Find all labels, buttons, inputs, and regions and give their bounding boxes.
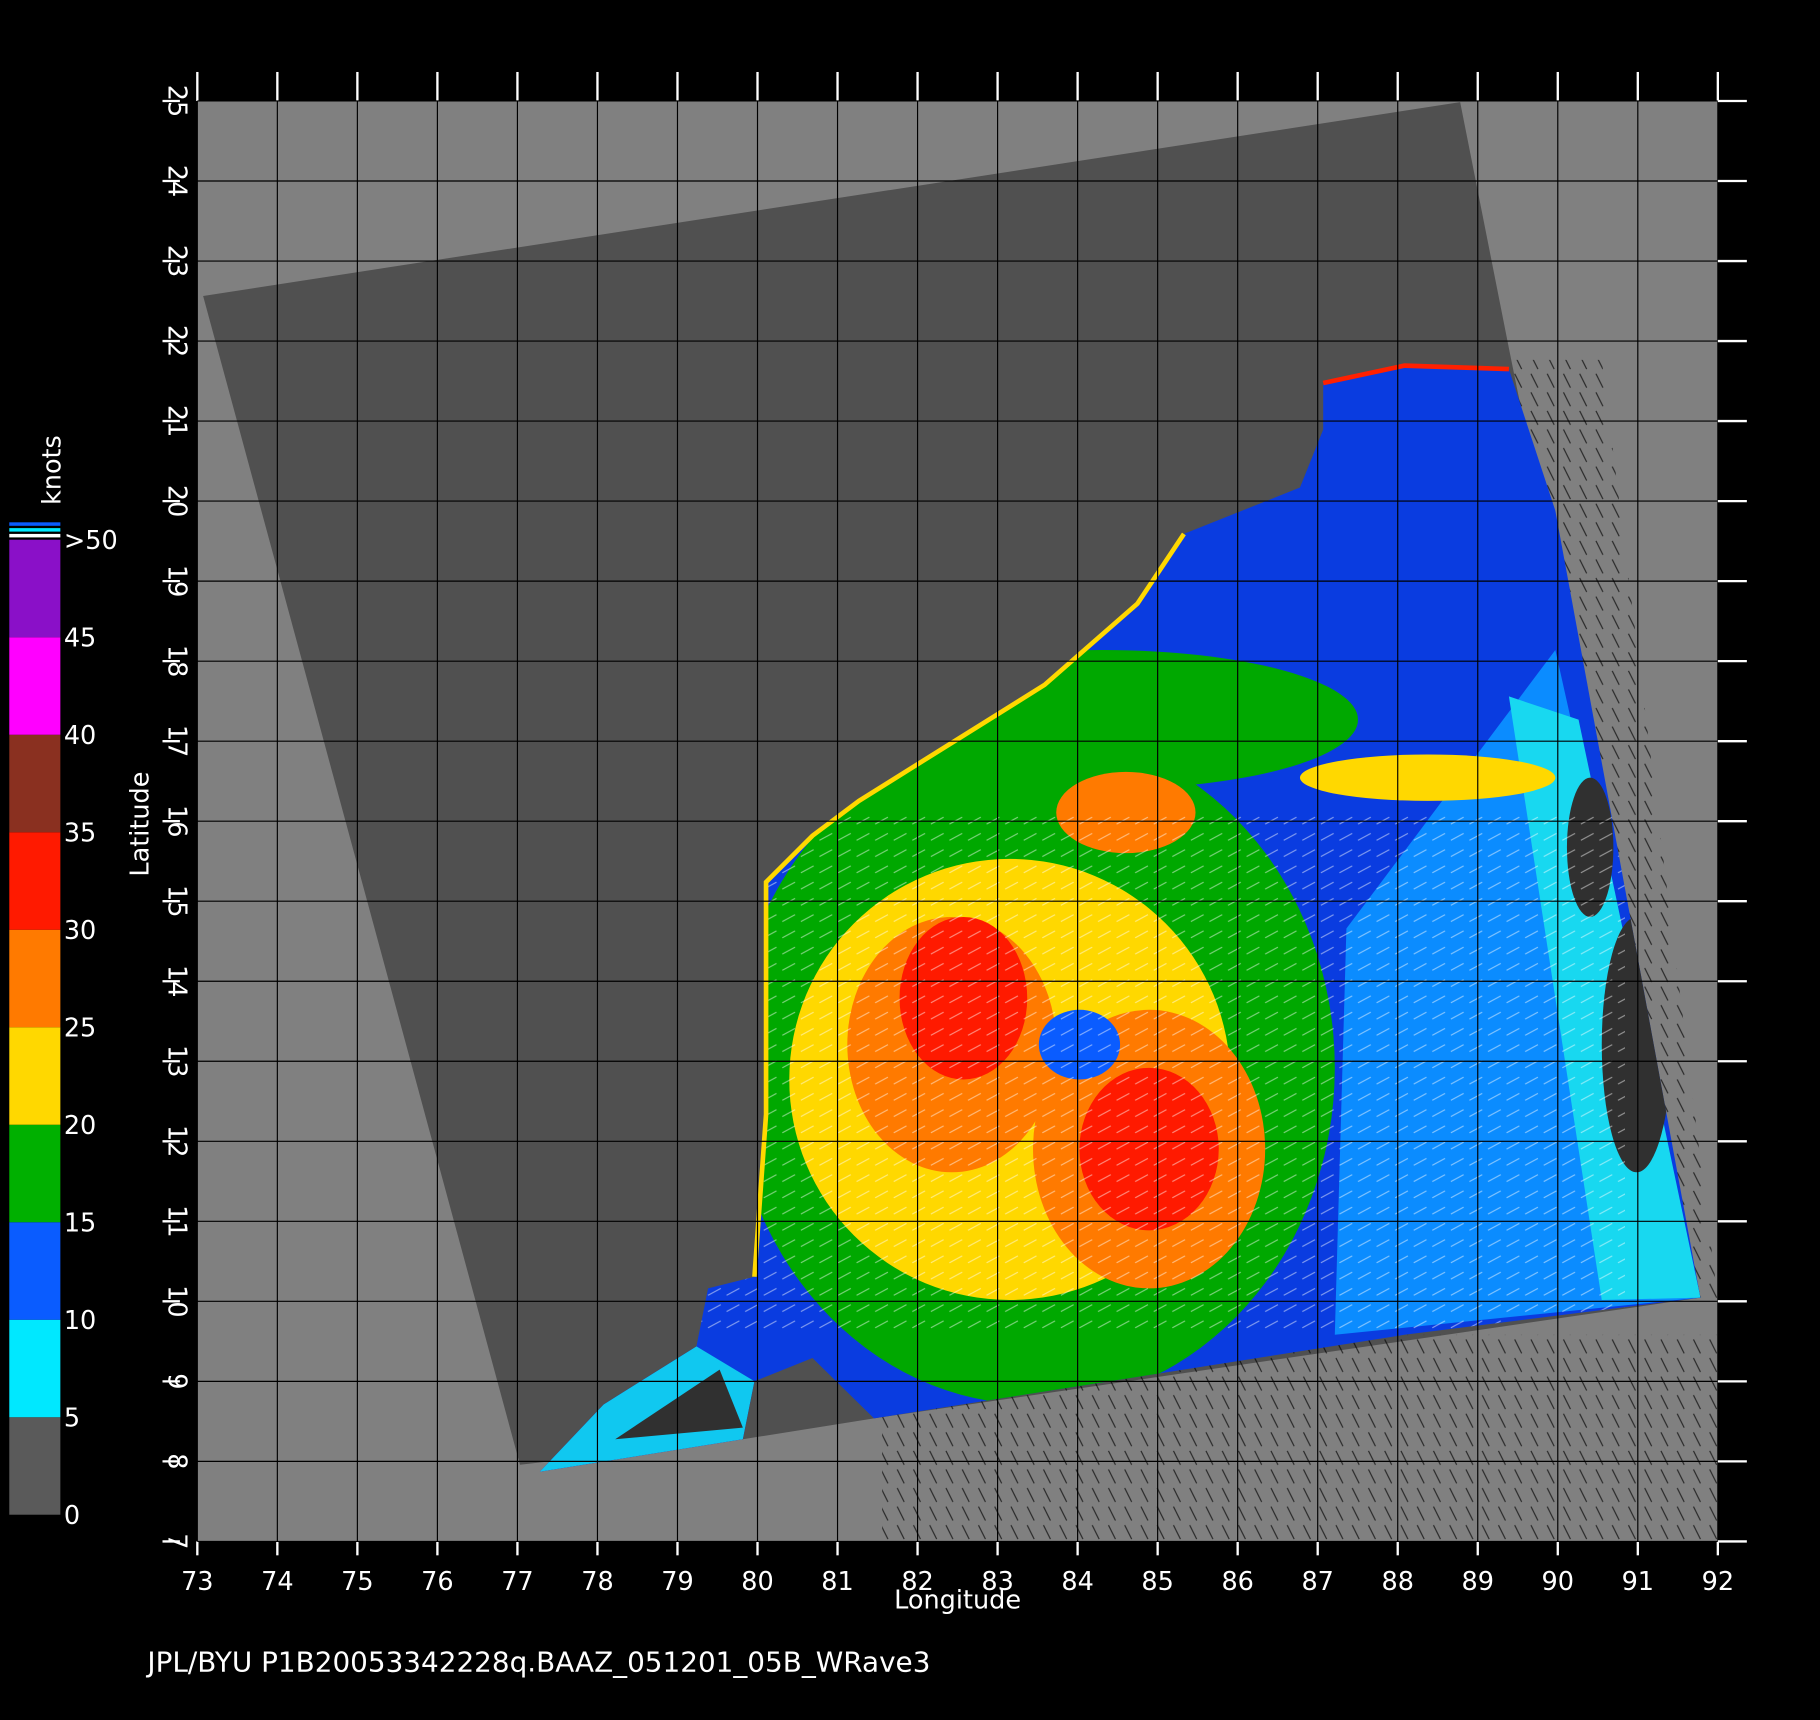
colorbar-label: 0 [64, 1501, 80, 1531]
y-tick-label: 13 [161, 1045, 191, 1077]
colorbar-label: 5 [64, 1404, 80, 1434]
x-tick-label: 75 [341, 1567, 373, 1597]
y-tick-label: 25 [161, 85, 191, 117]
colorbar-band [9, 1124, 61, 1223]
y-tick-label: 19 [161, 565, 191, 597]
x-tick-label: 77 [501, 1567, 533, 1597]
y-tick-label: 12 [161, 1125, 191, 1157]
y-tick-label: 11 [161, 1205, 191, 1237]
x-axis-label: Longitude [894, 1586, 1021, 1616]
colorbar-band [9, 929, 61, 1028]
x-tick-label: 89 [1462, 1567, 1494, 1597]
colorbar-label: 35 [64, 819, 96, 849]
y-tick-label: 21 [161, 405, 191, 437]
y-tick-label: 10 [161, 1285, 191, 1317]
colorbar-band [9, 1027, 61, 1125]
y-tick-label: 14 [161, 965, 191, 997]
y-tick-label: 17 [161, 725, 191, 757]
colorbar-cap [9, 528, 61, 532]
colorbar-band [9, 1222, 61, 1320]
x-tick-label: 82 [901, 1567, 933, 1597]
x-tick-label: 84 [1061, 1567, 1093, 1597]
x-tick-label: 80 [741, 1567, 773, 1597]
x-tick-label: 91 [1622, 1567, 1654, 1597]
colorbar-cap [9, 533, 61, 538]
colorbar-title: knots [37, 435, 67, 505]
y-tick-label: 9 [161, 1373, 191, 1389]
colorbar-label: 10 [64, 1306, 96, 1336]
colorbar-band [9, 1319, 61, 1418]
y-tick-label: 18 [161, 645, 191, 677]
y-tick-label: 8 [161, 1453, 191, 1469]
colorbar-band [9, 637, 61, 735]
y-tick-label: 7 [161, 1533, 191, 1549]
y-tick-label: 24 [161, 165, 191, 197]
x-tick-label: 87 [1301, 1567, 1333, 1597]
x-tick-label: 79 [661, 1567, 693, 1597]
colorbar-band [9, 832, 61, 930]
x-tick-label: 81 [821, 1567, 853, 1597]
y-axis-label: Latitude [126, 772, 156, 877]
colorbar-band [9, 539, 61, 638]
y-tick-label: 22 [161, 325, 191, 357]
coast-edge [752, 532, 1186, 1277]
x-tick-label: 83 [981, 1567, 1013, 1597]
x-tick-label: 73 [181, 1567, 213, 1597]
colorbar-band [9, 734, 61, 833]
colorbar-label: 20 [64, 1111, 96, 1141]
x-tick-label: 78 [581, 1567, 613, 1597]
colorbar-label: 45 [64, 624, 96, 654]
colorbar-cap [9, 522, 61, 526]
y-tick-label: 16 [161, 805, 191, 837]
colorbar-label: 30 [64, 916, 96, 946]
colorbar-label: 40 [64, 721, 96, 751]
coast-edge [1322, 363, 1509, 386]
colorbar-label: >50 [64, 526, 118, 556]
x-tick-label: 85 [1141, 1567, 1173, 1597]
y-tick-label: 23 [161, 245, 191, 277]
x-tick-label: 74 [261, 1567, 293, 1597]
y-tick-label: 20 [161, 485, 191, 517]
map-frame: 73 74 75 76 77 78 79 80 81 82 83 84 85 86 87 88 89 90 91 92… [9, 71, 1747, 1678]
colorbar-label: 25 [64, 1014, 96, 1044]
x-tick-label: 90 [1542, 1567, 1574, 1597]
colorbar-label: 15 [64, 1209, 96, 1239]
x-tick-label: 92 [1702, 1567, 1734, 1597]
y-tick-label: 15 [161, 885, 191, 917]
x-tick-label: 88 [1381, 1567, 1413, 1597]
x-tick-label: 76 [421, 1567, 453, 1597]
colorbar-band [9, 1417, 61, 1515]
footer: JPL/BYU P1B20053342228q.BAAZ_051201_05B_… [145, 1645, 930, 1678]
x-tick-label: 86 [1221, 1567, 1253, 1597]
